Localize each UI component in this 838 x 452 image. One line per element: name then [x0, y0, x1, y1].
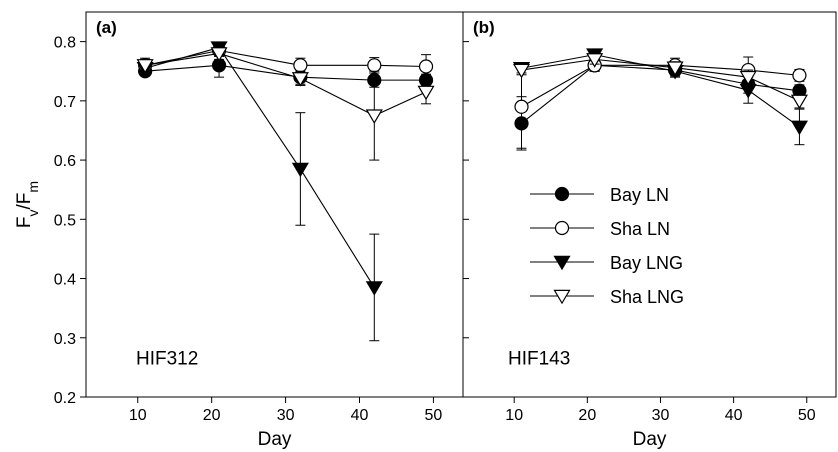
legend-marker: [554, 186, 570, 202]
y-tick-label: 0.3: [54, 331, 76, 348]
series-bay-ln: [138, 52, 434, 88]
legend-marker: [553, 289, 571, 305]
panel-annotation: HIF143: [508, 348, 570, 369]
data-point: [739, 70, 757, 86]
data-point: [666, 61, 684, 76]
y-tick-label: 0.6: [54, 153, 76, 170]
data-point: [291, 72, 309, 87]
data-point: [365, 281, 383, 296]
y-axis-label-part: v: [25, 209, 41, 216]
legend-entry: Bay LNG: [530, 253, 683, 273]
data-point: [418, 59, 434, 74]
series-bay-lng: [512, 48, 808, 146]
data-point: [136, 59, 154, 74]
series-line: [144, 46, 375, 288]
x-tick-label: 20: [578, 407, 596, 424]
data-point: [365, 109, 383, 124]
x-tick-label: 40: [725, 407, 743, 424]
data-point: [291, 162, 309, 178]
series-bay-lng: [136, 41, 383, 342]
series-sha-lng: [136, 47, 435, 161]
x-tick-label: 40: [351, 407, 369, 424]
panel-a: 10 20 30 40 50 0.2 0.3 0.4 0.5 0.6 0.7 0.8 Day Fv/Fm (…: [14, 11, 464, 450]
legend-label: Sha LN: [610, 219, 670, 239]
y-axis-label-part: F: [14, 216, 35, 228]
y-axis-label-part: /F: [14, 193, 35, 210]
data-point: [417, 85, 435, 101]
series-sha-ln: [138, 43, 434, 79]
legend-marker: [553, 255, 571, 271]
data-point: [210, 47, 228, 62]
y-tick-label: 0.8: [54, 35, 76, 52]
x-axis-label: Day: [258, 429, 292, 450]
data-point: [792, 68, 807, 83]
x-axis-label: Day: [633, 429, 667, 450]
data-point: [586, 53, 604, 68]
y-tick-label: 0.2: [54, 390, 76, 407]
legend-entry: Bay LN: [530, 185, 669, 205]
y-axis-label: Fv/Fm: [14, 181, 41, 228]
panel-b: 10 20 30 40 50 Day (b) HIF143: [462, 11, 837, 450]
series-line: [521, 64, 800, 124]
legend-entry: Sha LNG: [530, 287, 684, 307]
series-sha-lng: [512, 53, 808, 110]
legend-label: Bay LN: [610, 185, 669, 205]
x-tick-label: 10: [129, 407, 147, 424]
panel-tag: (b): [473, 18, 495, 37]
x-tick-label: 30: [277, 407, 295, 424]
data-point: [514, 99, 529, 114]
panel-tag: (a): [96, 18, 117, 37]
series-sha-ln: [514, 56, 807, 149]
x-tick-label: 10: [505, 407, 523, 424]
y-tick-label: 0.5: [54, 212, 76, 229]
x-tick-label: 30: [652, 407, 670, 424]
data-point: [790, 120, 808, 136]
legend-marker: [554, 220, 570, 236]
data-point: [367, 58, 382, 73]
panel-annotation: HIF312: [136, 348, 198, 369]
series-bay-ln: [514, 58, 807, 151]
x-tick-label: 20: [203, 407, 221, 424]
legend-label: Bay LNG: [610, 253, 683, 273]
series-line: [521, 64, 800, 108]
plot-frame: [462, 11, 837, 398]
data-point: [790, 94, 808, 110]
y-axis-label-part: m: [25, 181, 41, 193]
data-point: [512, 63, 531, 79]
y-tick-label: 0.7: [54, 94, 76, 111]
data-point: [293, 58, 308, 73]
legend-entry: Sha LN: [530, 219, 670, 239]
series-line: [145, 64, 427, 81]
x-tick-label: 50: [798, 407, 816, 424]
y-tick-label: 0.4: [54, 272, 76, 289]
legend-label: Sha LNG: [610, 287, 684, 307]
x-tick-label: 50: [425, 407, 443, 424]
data-point: [739, 83, 757, 99]
legend: Bay LN Sha LN Bay LNG Sha LNG: [530, 185, 684, 307]
